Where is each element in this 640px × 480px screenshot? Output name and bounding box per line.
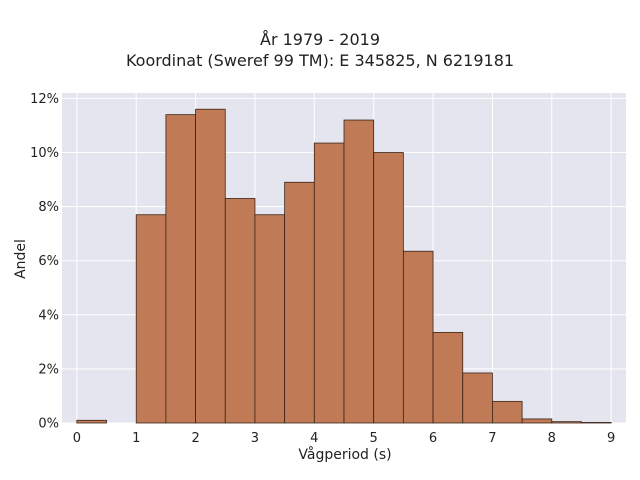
y-tick-label: 2%: [38, 362, 59, 377]
x-tick-label: 4: [310, 431, 318, 446]
histogram-bar: [462, 372, 493, 424]
histogram-bar: [76, 419, 107, 424]
histogram-bar: [254, 214, 286, 424]
x-tick-label: 9: [607, 431, 615, 446]
x-tick-label: 3: [251, 431, 259, 446]
x-tick-label: 8: [548, 431, 556, 446]
histogram-bar: [224, 198, 256, 424]
y-tick-label: 12%: [30, 92, 59, 107]
x-tick-label: 7: [488, 431, 496, 446]
y-axis-label: Andel: [13, 239, 29, 279]
x-axis-label: Vågperiod (s): [298, 447, 392, 463]
chart-title: År 1979 - 2019: [260, 30, 380, 49]
histogram-bar: [521, 418, 553, 424]
y-tick-label: 10%: [30, 146, 59, 161]
histogram-bar: [284, 181, 315, 424]
histogram-bar: [551, 421, 582, 424]
y-tick-label: 6%: [38, 254, 59, 269]
y-tick-label: 0%: [38, 417, 59, 432]
y-tick-label: 4%: [38, 308, 59, 323]
histogram-bar: [343, 119, 375, 424]
histogram-bar: [581, 422, 612, 424]
histogram-bar: [135, 214, 167, 424]
x-tick-label: 0: [73, 431, 81, 446]
histogram-bar: [165, 114, 196, 424]
histogram-bar: [492, 400, 523, 424]
histogram-bar: [313, 142, 345, 424]
x-tick-label: 2: [191, 431, 199, 446]
x-tick-label: 5: [370, 431, 378, 446]
y-tick-label: 8%: [38, 200, 59, 215]
histogram-bar: [195, 108, 226, 424]
x-tick-label: 1: [132, 431, 140, 446]
histogram-bar: [402, 250, 434, 424]
x-tick-label: 6: [429, 431, 437, 446]
histogram-bar: [432, 331, 464, 424]
chart-subtitle: Koordinat (Sweref 99 TM): E 345825, N 62…: [125, 51, 515, 70]
histogram-bar: [373, 152, 404, 424]
